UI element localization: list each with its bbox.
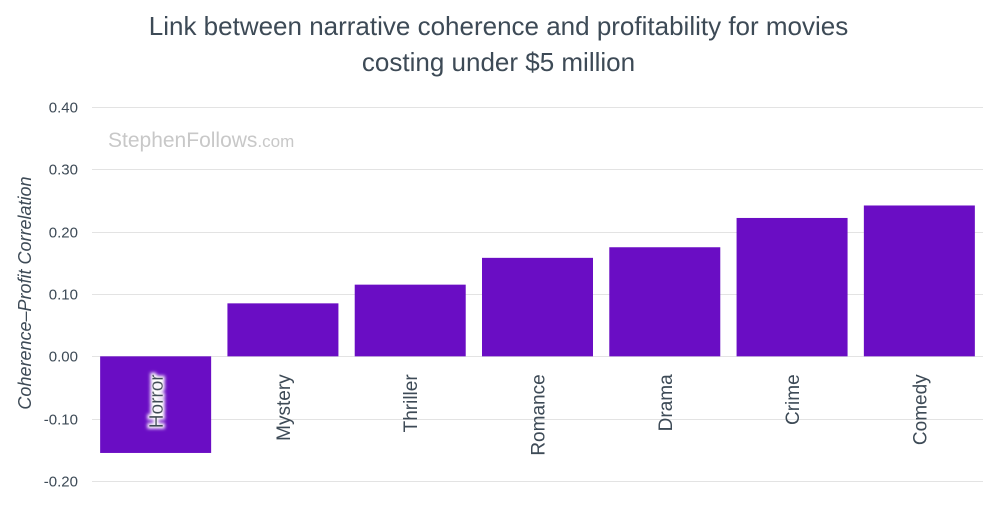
category-label-drama: Drama <box>656 374 677 431</box>
bar-thriller <box>354 284 466 357</box>
category-label-thriller: Thriller <box>401 374 422 433</box>
watermark-suffix: .com <box>257 132 294 151</box>
watermark: StephenFollows.com <box>108 129 294 152</box>
chart-title-line-2: costing under $5 million <box>361 47 636 77</box>
y-tick-label: -0.10 <box>44 412 78 429</box>
chart-title-line-1: Link between narrative coherence and pro… <box>148 11 849 41</box>
category-labels: Horror Mystery Thriller Romance Drama Crime Co… <box>147 374 932 456</box>
category-label-comedy: Comedy <box>910 374 931 445</box>
y-tick-label: 0.10 <box>49 287 78 304</box>
bar-horror <box>100 356 212 453</box>
category-label-crime: Crime <box>783 374 804 425</box>
bar-comedy <box>863 205 975 357</box>
bar-drama <box>609 247 721 357</box>
y-tick-label: -0.20 <box>44 474 78 491</box>
bar-romance <box>482 257 593 357</box>
y-tick-label: 0.40 <box>49 100 78 117</box>
bars <box>100 205 975 453</box>
y-axis-ticks: 0.40 0.30 0.20 0.10 0.00 -0.10 -0.20 <box>44 100 78 491</box>
category-label-mystery: Mystery <box>274 374 295 441</box>
watermark-main: StephenFollows <box>108 129 257 152</box>
bar-mystery <box>227 303 339 357</box>
chart-title: Link between narrative coherence and pro… <box>0 8 997 80</box>
y-tick-label: 0.20 <box>49 225 78 242</box>
y-axis-title: Coherence–Profit Correlation <box>15 176 35 409</box>
category-label-horror: Horror <box>147 374 168 429</box>
y-tick-label: 0.00 <box>49 349 78 366</box>
bar-crime <box>736 217 848 357</box>
category-label-romance: Romance <box>529 374 550 455</box>
y-tick-label: 0.30 <box>49 162 78 179</box>
